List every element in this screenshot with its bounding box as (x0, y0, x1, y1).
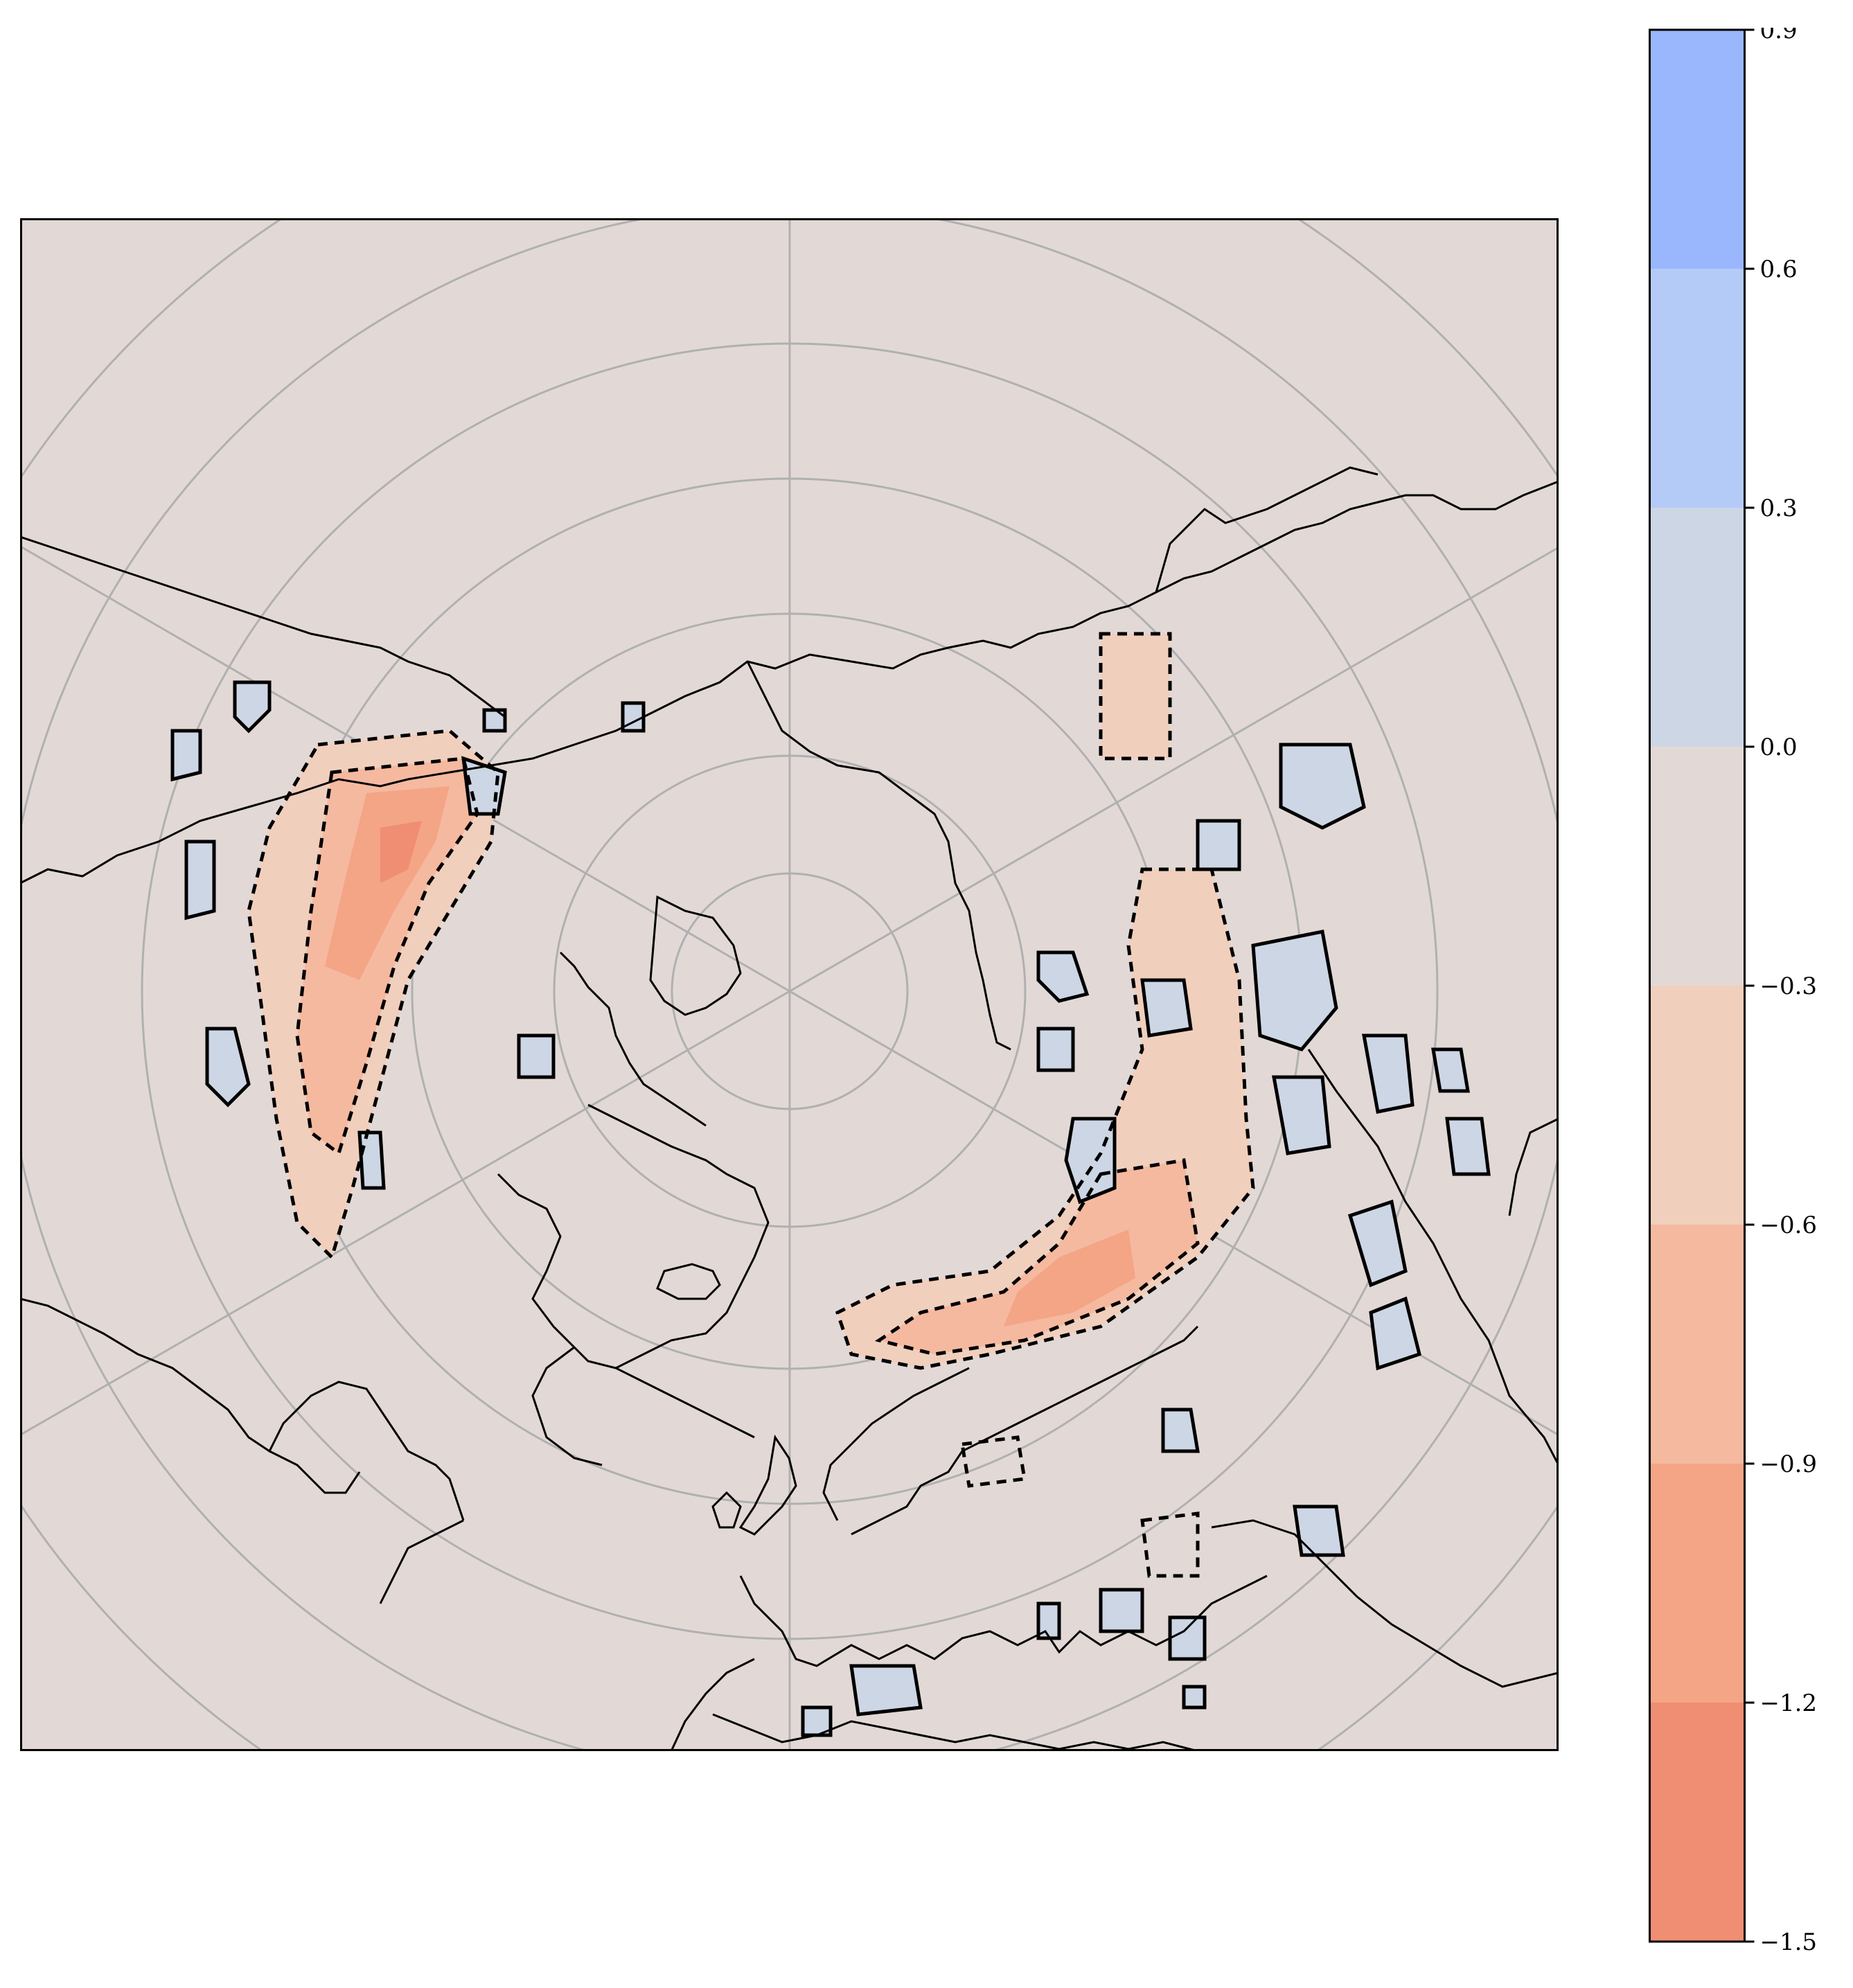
colorbar-level-2 (1650, 508, 1745, 747)
map-canvas (20, 218, 1559, 1751)
colorbar-tick-label: 0.9 (1760, 28, 1798, 44)
colorbar-tick-label: 0.0 (1760, 734, 1798, 761)
colorbar-level-5 (1650, 1225, 1745, 1464)
colorbar-tick-label: −1.2 (1760, 1689, 1818, 1717)
colorbar-level-4 (1650, 986, 1745, 1225)
colorbar-levels (1650, 30, 1745, 1942)
colorbar: 0.9 0.6 0.3 0.0 −0.3 −0.6 −0.9 −1.2 −1.5 (1649, 28, 1853, 1953)
colorbar-tick-label: 0.3 (1760, 495, 1798, 522)
colorbar-tick-label: −0.9 (1760, 1450, 1818, 1478)
colorbar-level-1 (1650, 269, 1745, 508)
colorbar-level-3 (1650, 747, 1745, 986)
colorbar-tick-label: −1.5 (1760, 1928, 1818, 1953)
colorbar-ticks: 0.9 0.6 0.3 0.0 −0.3 −0.6 −0.9 −1.2 −1.5 (1745, 28, 1818, 1953)
colorbar-level-7 (1650, 1703, 1745, 1942)
colorbar-tick-label: 0.6 (1760, 256, 1798, 283)
colorbar-tick-label: −0.6 (1760, 1212, 1818, 1239)
colorbar-canvas: 0.9 0.6 0.3 0.0 −0.3 −0.6 −0.9 −1.2 −1.5 (1649, 28, 1853, 1953)
colorbar-level-0 (1650, 30, 1745, 269)
polar-map (20, 218, 1559, 1751)
colorbar-level-6 (1650, 1464, 1745, 1703)
colorbar-tick-label: −0.3 (1760, 973, 1818, 1000)
